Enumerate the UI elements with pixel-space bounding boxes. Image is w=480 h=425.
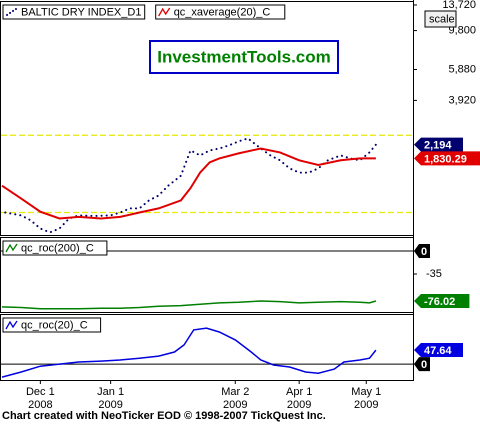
legend-label: qc_roc(200)_C — [21, 242, 94, 254]
x-tick-label: Mar 2 — [221, 386, 249, 398]
legend-box — [2, 4, 146, 20]
x-tick-sublabel: 2009 — [98, 399, 122, 411]
value-tag-label: 1,830.29 — [424, 153, 467, 165]
y-tick-label: 3,920 — [448, 94, 476, 106]
series-line — [1, 147, 376, 220]
x-tick-label: Dec 1 — [26, 386, 55, 398]
legend-icon — [158, 7, 171, 17]
legend-icon — [5, 320, 18, 330]
banner-text: InvestmentTools.com — [157, 47, 331, 66]
x-tick-sublabel: 2009 — [354, 399, 378, 411]
value-tag — [414, 151, 480, 166]
panel — [0, 1, 414, 236]
scale-button-label: scale — [429, 13, 455, 25]
legend-label: BALTIC DRY INDEX_D1 — [21, 6, 141, 18]
legend-box — [155, 4, 286, 20]
value-tag — [414, 137, 463, 152]
legend-label: qc_roc(20)_C — [21, 319, 88, 331]
legend-label: qc_xaverage(20)_C — [174, 6, 271, 18]
y-tick-label: 13,720 — [442, 0, 476, 11]
value-tag-label: 47.64 — [424, 345, 452, 357]
footer: Chart created with NeoTicker EOD © 1998-… — [2, 410, 326, 422]
value-tag — [414, 293, 470, 308]
value-tag-label: -76.02 — [424, 296, 455, 308]
x-tick-label: May 1 — [351, 386, 381, 398]
legend-box — [2, 317, 102, 333]
value-tag — [414, 343, 463, 358]
y-tick-label: -35 — [426, 268, 442, 280]
x-tick-sublabel: 2009 — [287, 399, 311, 411]
series-line — [1, 327, 377, 378]
zero-tag — [414, 244, 430, 259]
zero-tag — [414, 357, 430, 372]
scale-button[interactable] — [424, 10, 457, 28]
x-tick-label: Apr 1 — [286, 386, 312, 398]
series-line — [1, 300, 377, 310]
x-tick-sublabel: 2009 — [223, 399, 247, 411]
value-tag-label: 2,194 — [424, 140, 452, 152]
y-tick-label: 0 — [421, 359, 427, 371]
x-tick-sublabel: 2008 — [28, 399, 52, 411]
legend-box — [2, 240, 108, 256]
legend-icon — [5, 243, 18, 253]
y-tick-label: 5,880 — [448, 63, 476, 75]
y-tick-label: 0 — [421, 246, 427, 258]
banner-box — [149, 40, 339, 74]
x-tick-label: Jan 1 — [97, 386, 124, 398]
